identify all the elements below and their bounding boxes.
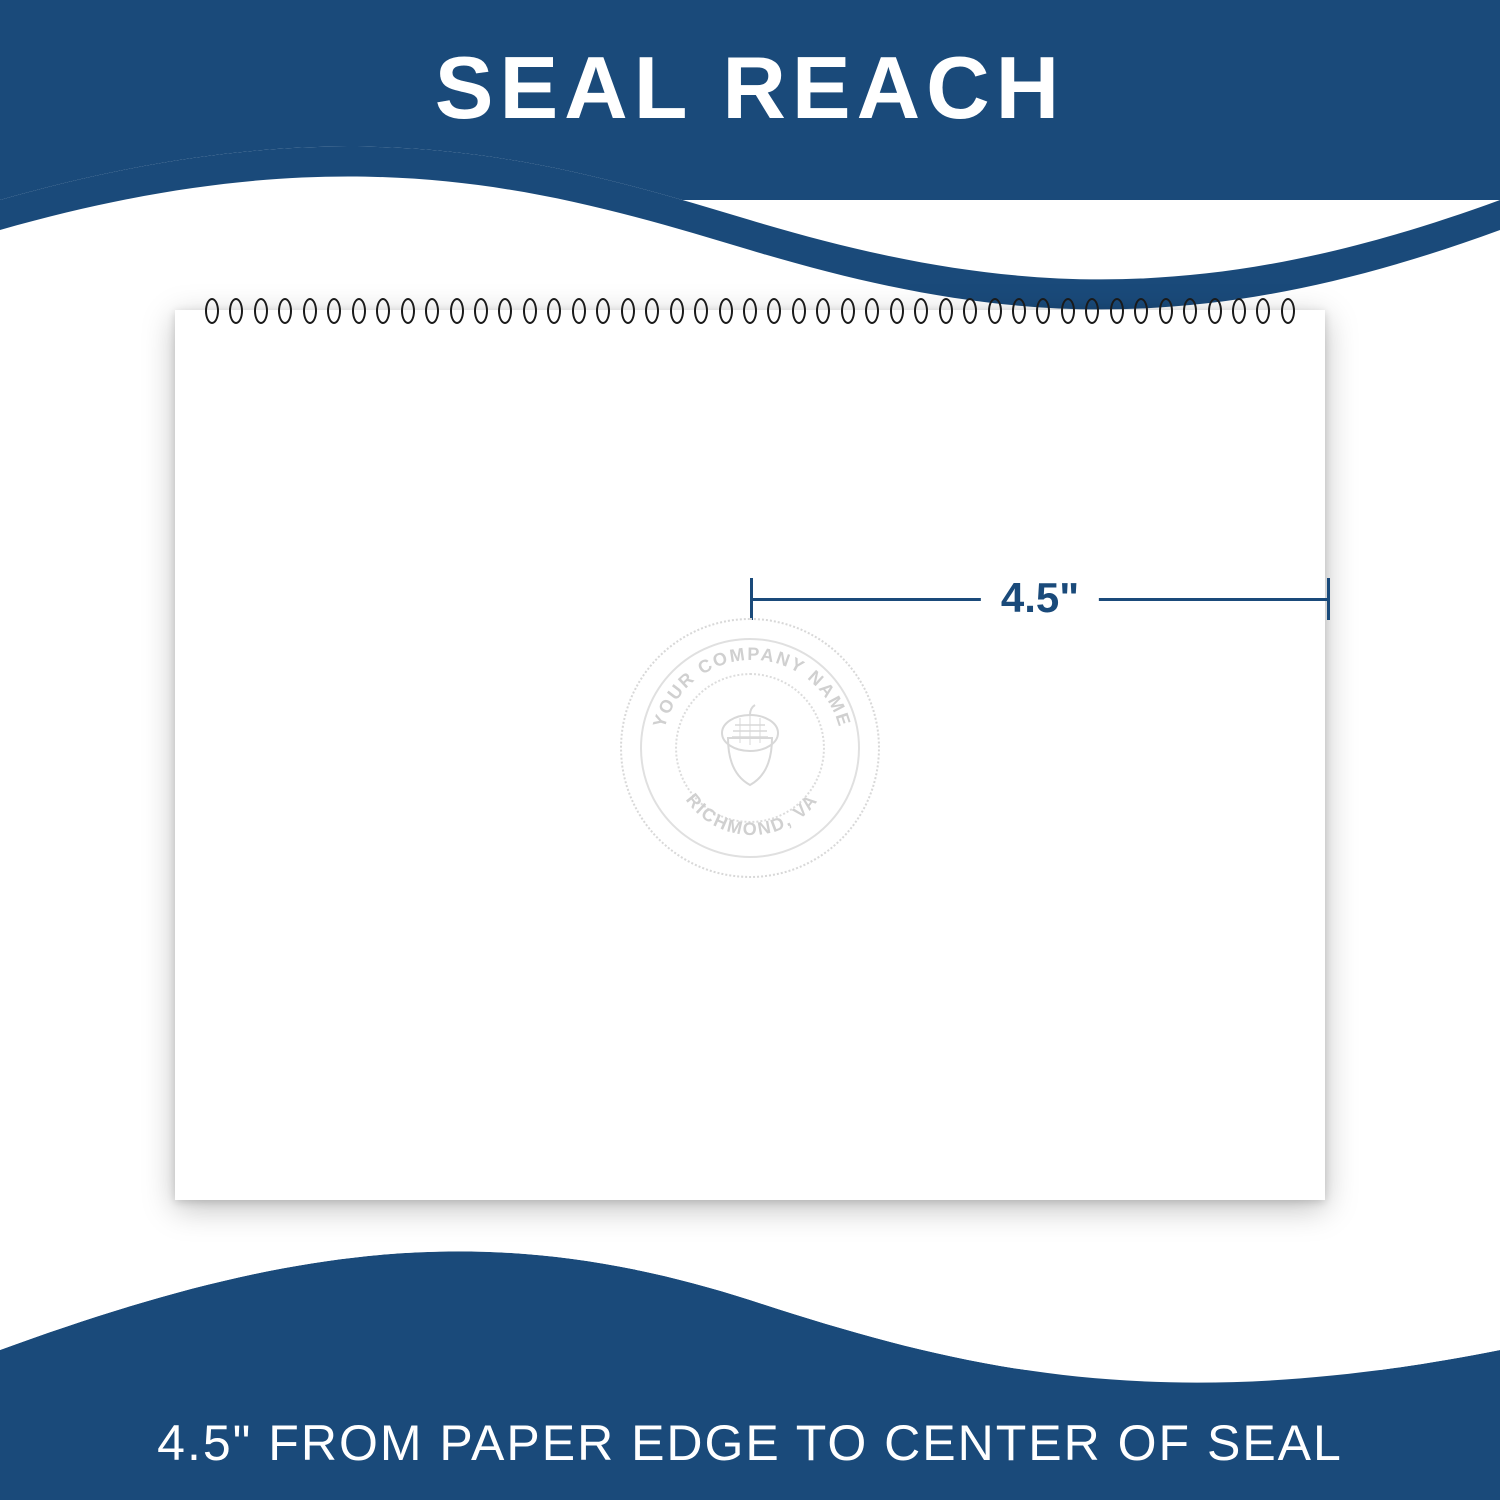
spiral-loop: [327, 298, 341, 324]
seal-text-ring: YOUR COMPANY NAME RICHMOND, VA: [622, 620, 882, 880]
spiral-loop: [694, 298, 708, 324]
spiral-loop: [767, 298, 781, 324]
spiral-loop: [498, 298, 512, 324]
spiral-loop: [1256, 298, 1270, 324]
spiral-loop: [303, 298, 317, 324]
spiral-loop: [963, 298, 977, 324]
spiral-loop: [914, 298, 928, 324]
spiral-loop: [719, 298, 733, 324]
spiral-loop: [1036, 298, 1050, 324]
spiral-loop: [1159, 298, 1173, 324]
spiral-loop: [572, 298, 586, 324]
spiral-loop: [939, 298, 953, 324]
spiral-loop: [376, 298, 390, 324]
spiral-loop: [816, 298, 830, 324]
spiral-loop: [865, 298, 879, 324]
spiral-loop: [1134, 298, 1148, 324]
seal-bottom-text: RICHMOND, VA: [682, 790, 822, 840]
embossed-seal: YOUR COMPANY NAME RICHMOND, VA: [620, 618, 880, 878]
spiral-loop: [1208, 298, 1222, 324]
measure-value: 4.5": [981, 574, 1099, 622]
spiral-loop: [425, 298, 439, 324]
spiral-loop: [229, 298, 243, 324]
spiral-loop: [474, 298, 488, 324]
spiral-loop: [988, 298, 1002, 324]
spiral-loop: [670, 298, 684, 324]
spiral-loop: [890, 298, 904, 324]
spiral-loop: [792, 298, 806, 324]
seal-top-text: YOUR COMPANY NAME: [649, 644, 855, 730]
spiral-loop: [1061, 298, 1075, 324]
spiral-loop: [596, 298, 610, 324]
spiral-loop: [523, 298, 537, 324]
spiral-loop: [450, 298, 464, 324]
spiral-binding: [205, 298, 1295, 328]
spiral-loop: [401, 298, 415, 324]
spiral-loop: [547, 298, 561, 324]
seal-outer-ring: YOUR COMPANY NAME RICHMOND, VA: [620, 618, 880, 878]
spiral-loop: [1012, 298, 1026, 324]
spiral-loop: [743, 298, 757, 324]
spiral-loop: [1232, 298, 1246, 324]
spiral-loop: [1110, 298, 1124, 324]
spiral-loop: [278, 298, 292, 324]
measure-tick-right: [1327, 578, 1330, 620]
spiral-loop: [841, 298, 855, 324]
spiral-loop: [621, 298, 635, 324]
spiral-loop: [254, 298, 268, 324]
spiral-loop: [205, 298, 219, 324]
spiral-loop: [1085, 298, 1099, 324]
page-title: SEAL REACH: [435, 37, 1065, 139]
spiral-loop: [645, 298, 659, 324]
spiral-loop: [1281, 298, 1295, 324]
footer-text: 4.5" FROM PAPER EDGE TO CENTER OF SEAL: [157, 1414, 1343, 1472]
spiral-loop: [352, 298, 366, 324]
spiral-loop: [1183, 298, 1197, 324]
